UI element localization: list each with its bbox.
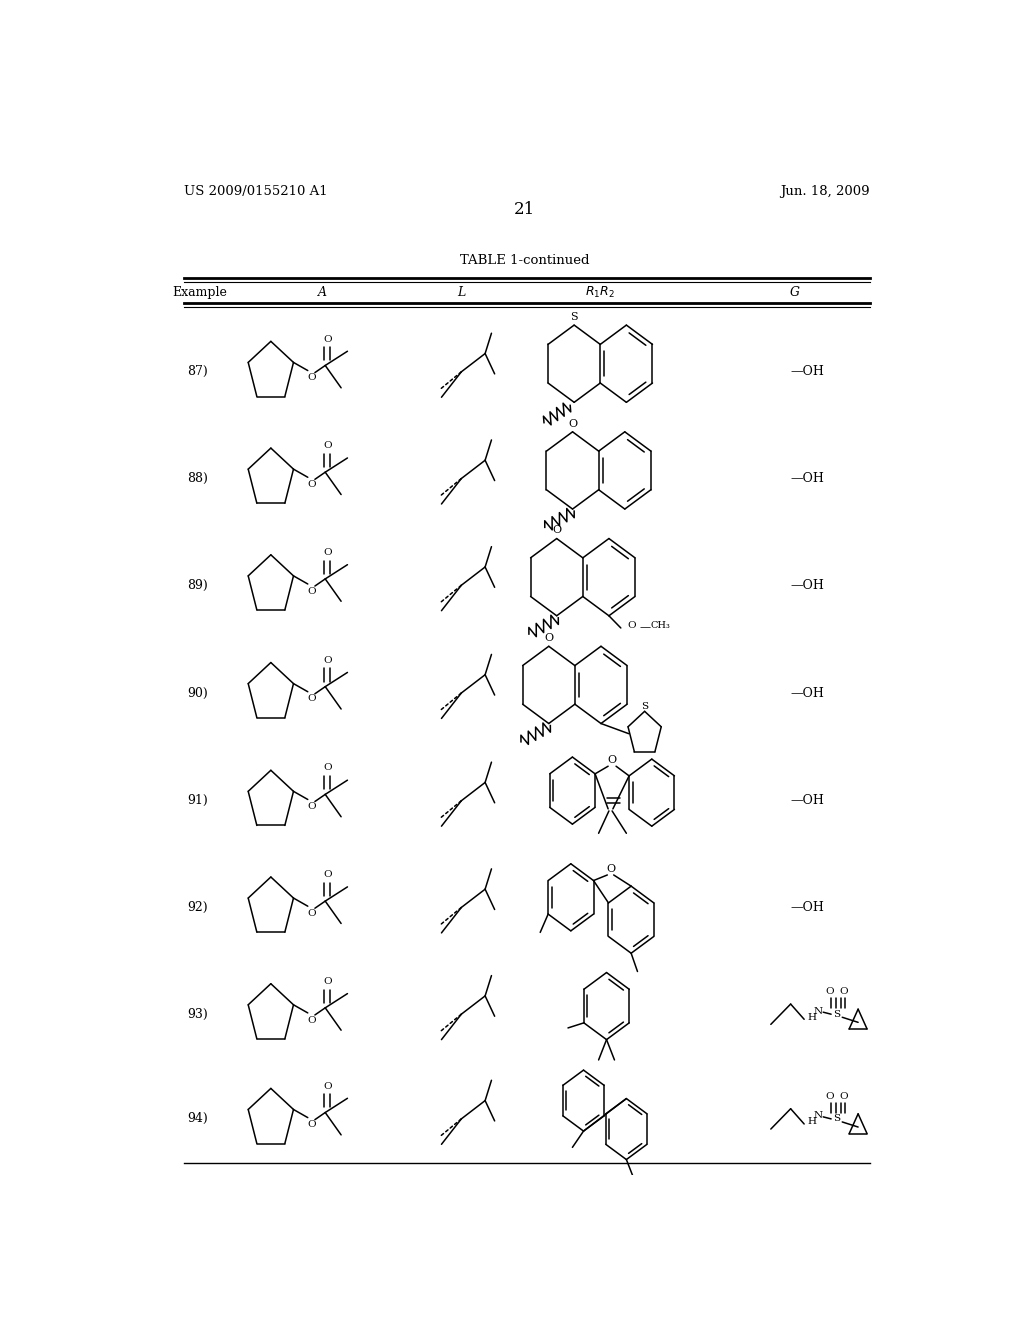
Text: O: O — [606, 863, 615, 874]
Text: O: O — [568, 418, 578, 429]
Text: O: O — [324, 656, 332, 665]
Text: Jun. 18, 2009: Jun. 18, 2009 — [780, 185, 870, 198]
Text: S: S — [834, 1114, 841, 1123]
Text: 89): 89) — [187, 578, 208, 591]
Text: US 2009/0155210 A1: US 2009/0155210 A1 — [183, 185, 328, 198]
Text: O: O — [825, 987, 834, 997]
Text: O: O — [324, 441, 332, 450]
Text: 88): 88) — [187, 473, 209, 484]
Text: O: O — [307, 480, 316, 488]
Text: —OH: —OH — [791, 902, 824, 913]
Text: H: H — [808, 1118, 816, 1126]
Text: O: O — [628, 622, 636, 631]
Text: O: O — [840, 987, 848, 997]
Text: O: O — [324, 763, 332, 772]
Text: O: O — [307, 586, 316, 595]
Text: L: L — [457, 286, 466, 300]
Text: O: O — [607, 755, 616, 766]
Text: N: N — [814, 1007, 823, 1015]
Text: G: G — [790, 286, 800, 300]
Text: O: O — [825, 1092, 834, 1101]
Text: O: O — [324, 1081, 332, 1090]
Text: 91): 91) — [187, 795, 208, 808]
Text: O: O — [544, 634, 553, 643]
Text: —OH: —OH — [791, 795, 824, 808]
Text: S: S — [570, 312, 578, 322]
Text: 87): 87) — [187, 366, 208, 379]
Text: O: O — [840, 1092, 848, 1101]
Text: O: O — [552, 525, 561, 536]
Text: —: — — [639, 622, 650, 632]
Text: O: O — [307, 694, 316, 704]
Text: O: O — [307, 1121, 316, 1129]
Text: $R_1R_2$: $R_1R_2$ — [586, 285, 615, 300]
Text: O: O — [324, 548, 332, 557]
Text: TABLE 1-continued: TABLE 1-continued — [460, 253, 590, 267]
Text: O: O — [307, 803, 316, 810]
Text: —OH: —OH — [791, 578, 824, 591]
Text: —OH: —OH — [791, 473, 824, 484]
Text: 90): 90) — [187, 686, 208, 700]
Text: O: O — [307, 1015, 316, 1024]
Text: N: N — [814, 1111, 823, 1121]
Text: 92): 92) — [187, 902, 208, 913]
Text: S: S — [641, 702, 648, 710]
Text: O: O — [324, 977, 332, 986]
Text: —OH: —OH — [791, 366, 824, 379]
Text: O: O — [307, 908, 316, 917]
Text: A: A — [317, 286, 327, 300]
Text: Example: Example — [172, 286, 227, 300]
Text: 21: 21 — [514, 201, 536, 218]
Text: 93): 93) — [187, 1007, 208, 1020]
Text: O: O — [324, 334, 332, 343]
Text: CH₃: CH₃ — [650, 622, 671, 631]
Text: O: O — [307, 374, 316, 383]
Text: S: S — [834, 1010, 841, 1019]
Text: 94): 94) — [187, 1113, 208, 1126]
Text: —OH: —OH — [791, 686, 824, 700]
Text: H: H — [808, 1012, 816, 1022]
Text: O: O — [324, 870, 332, 879]
